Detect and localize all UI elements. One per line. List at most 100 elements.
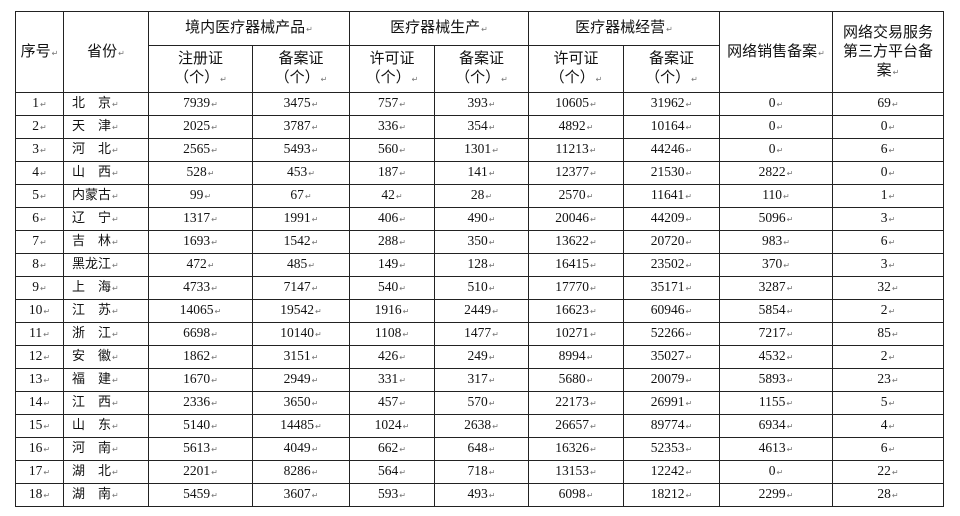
cell-production-filing: 128	[434, 253, 529, 277]
cell-registration: 14065	[148, 299, 253, 323]
cell-domestic-filing: 3475	[252, 92, 350, 116]
cell-production-license: 426	[349, 345, 435, 369]
cell-operation-filing: 60946	[623, 299, 720, 323]
cell-domestic-filing: 19542	[252, 299, 350, 323]
cell-province: 福 建	[63, 368, 149, 392]
cell-domestic-filing: 3787	[252, 115, 350, 139]
table-row: 6辽 宁13171991406490200464420950963	[15, 207, 944, 231]
cell-production-license: 593	[349, 483, 435, 507]
cell-third-party: 69	[832, 92, 944, 116]
cell-operation-filing: 10164	[623, 115, 720, 139]
cell-seq: 12	[15, 345, 64, 369]
cell-operation-filing: 21530	[623, 161, 720, 185]
cell-province: 黑龙江	[63, 253, 149, 277]
cell-domestic-filing: 1991	[252, 207, 350, 231]
cell-third-party: 1	[832, 184, 944, 208]
cell-online-sales: 5893	[719, 368, 833, 392]
cell-operation-filing: 11641	[623, 184, 720, 208]
cell-registration: 6698	[148, 322, 253, 346]
cell-registration: 99	[148, 184, 253, 208]
header-seq: 序号	[15, 11, 64, 93]
cell-seq: 4	[15, 161, 64, 185]
cell-operation-filing: 35027	[623, 345, 720, 369]
cell-production-filing: 2449	[434, 299, 529, 323]
cell-registration: 7939	[148, 92, 253, 116]
table-row: 18湖 南54593607593493609818212229928	[15, 483, 944, 507]
cell-operation-license: 20046	[528, 207, 624, 231]
cell-registration: 5140	[148, 414, 253, 438]
cell-third-party: 3	[832, 207, 944, 231]
cell-production-filing: 570	[434, 391, 529, 415]
cell-production-filing: 1301	[434, 138, 529, 162]
cell-seq: 3	[15, 138, 64, 162]
table-row: 1北 京793934757573931060531962069	[15, 92, 944, 116]
cell-production-filing: 354	[434, 115, 529, 139]
cell-operation-license: 13622	[528, 230, 624, 254]
cell-seq: 16	[15, 437, 64, 461]
cell-operation-filing: 44246	[623, 138, 720, 162]
cell-domestic-filing: 3607	[252, 483, 350, 507]
cell-operation-filing: 20079	[623, 368, 720, 392]
cell-production-license: 1916	[349, 299, 435, 323]
cell-production-license: 149	[349, 253, 435, 277]
cell-online-sales: 2299	[719, 483, 833, 507]
cell-domestic-filing: 10140	[252, 322, 350, 346]
table-row: 8黑龙江47248514912816415235023703	[15, 253, 944, 277]
cell-operation-license: 17770	[528, 276, 624, 300]
cell-production-filing: 648	[434, 437, 529, 461]
cell-production-filing: 490	[434, 207, 529, 231]
cell-seq: 7	[15, 230, 64, 254]
cell-domestic-filing: 2949	[252, 368, 350, 392]
cell-province: 湖 北	[63, 460, 149, 484]
cell-seq: 1	[15, 92, 64, 116]
cell-operation-license: 11213	[528, 138, 624, 162]
cell-online-sales: 370	[719, 253, 833, 277]
cell-domestic-filing: 1542	[252, 230, 350, 254]
cell-online-sales: 0	[719, 138, 833, 162]
cell-seq: 6	[15, 207, 64, 231]
cell-operation-license: 10271	[528, 322, 624, 346]
table-row: 14江 西23363650457570221732699111555	[15, 391, 944, 415]
cell-seq: 8	[15, 253, 64, 277]
cell-seq: 2	[15, 115, 64, 139]
cell-registration: 1693	[148, 230, 253, 254]
cell-operation-license: 2570	[528, 184, 624, 208]
cell-province: 吉 林	[63, 230, 149, 254]
cell-third-party: 85	[832, 322, 944, 346]
cell-domestic-filing: 3151	[252, 345, 350, 369]
cell-domestic-filing: 485	[252, 253, 350, 277]
table-row: 9上 海473371475405101777035171328732	[15, 276, 944, 300]
header-province: 省份	[63, 11, 149, 93]
cell-province: 内蒙古	[63, 184, 149, 208]
cell-operation-filing: 23502	[623, 253, 720, 277]
cell-production-filing: 493	[434, 483, 529, 507]
cell-operation-filing: 52266	[623, 322, 720, 346]
table-row: 11浙 江669810140110814771027152266721785	[15, 322, 944, 346]
cell-production-filing: 510	[434, 276, 529, 300]
cell-registration: 2336	[148, 391, 253, 415]
cell-third-party: 2	[832, 299, 944, 323]
cell-operation-license: 16623	[528, 299, 624, 323]
cell-third-party: 0	[832, 161, 944, 185]
cell-production-license: 406	[349, 207, 435, 231]
header-third-party-platform: 网络交易服务第三方平台备案	[832, 11, 944, 93]
cell-operation-filing: 31962	[623, 92, 720, 116]
table-row: 5内蒙古996742282570116411101	[15, 184, 944, 208]
cell-province: 山 东	[63, 414, 149, 438]
header-operation: 医疗器械经营	[528, 11, 720, 46]
header-production-filing: 备案证（个）	[434, 45, 529, 93]
table-row: 17湖 北220182865647181315312242022	[15, 460, 944, 484]
cell-production-filing: 2638	[434, 414, 529, 438]
cell-registration: 5459	[148, 483, 253, 507]
cell-third-party: 32	[832, 276, 944, 300]
cell-domestic-filing: 14485	[252, 414, 350, 438]
cell-online-sales: 2822	[719, 161, 833, 185]
header-operation-filing: 备案证（个）	[623, 45, 720, 93]
cell-production-license: 662	[349, 437, 435, 461]
cell-registration: 2565	[148, 138, 253, 162]
cell-seq: 14	[15, 391, 64, 415]
cell-production-license: 288	[349, 230, 435, 254]
table-row: 13福 建16702949331317568020079589323	[15, 368, 944, 392]
cell-registration: 4733	[148, 276, 253, 300]
cell-domestic-filing: 3650	[252, 391, 350, 415]
